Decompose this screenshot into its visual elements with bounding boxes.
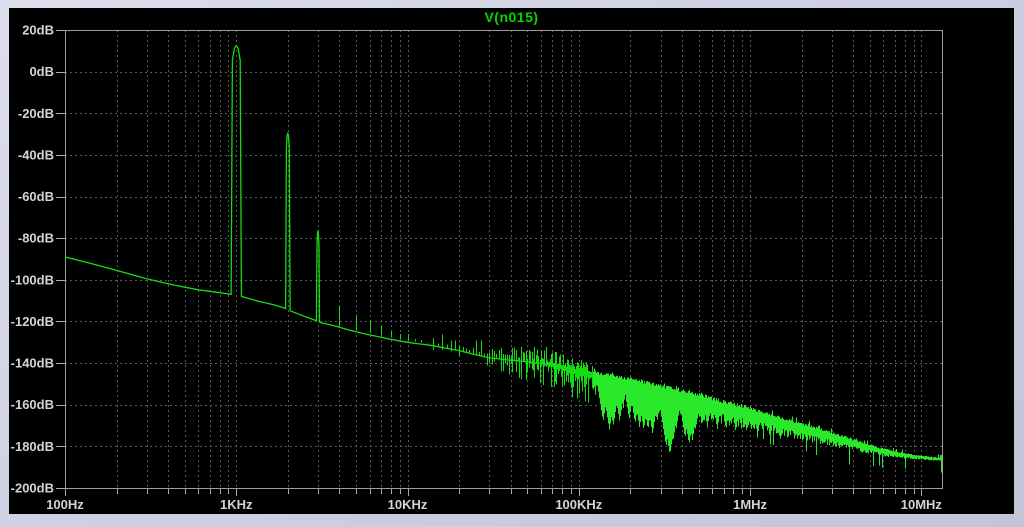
y-axis-tick-label: -20dB [18, 106, 54, 121]
x-axis-tick-label: 1MHz [733, 497, 767, 512]
y-axis-tick-label: -100dB [11, 272, 54, 287]
fft-trace [65, 44, 942, 473]
y-axis-tick-label: -80dB [18, 231, 54, 246]
fft-trace-noise-band [592, 368, 942, 473]
y-axis-tick-label: 0dB [29, 64, 54, 79]
grid-lines [65, 30, 942, 488]
fft-trace-line [65, 44, 596, 379]
y-axis-tick-label: -40dB [18, 147, 54, 162]
y-axis-tick-label: 20dB [22, 23, 54, 38]
fft-plot-svg: 20dB 0dB -20dB -40dB -60dB -80dB -100dB -120dB -… [11, 23, 943, 513]
y-axis-tick-label: -140dB [11, 356, 54, 371]
fft-trace-spikes [339, 305, 596, 403]
axis-labels: 20dB 0dB -20dB -40dB -60dB -80dB -100dB -120dB -… [11, 23, 943, 513]
x-axis-tick-label: 10MHz [901, 497, 943, 512]
x-axis-tick-label: 100KHz [555, 497, 602, 512]
y-axis-tick-label: -200dB [11, 481, 54, 496]
y-axis-tick-label: -160dB [11, 397, 54, 412]
x-axis-tick-label: 100Hz [46, 497, 84, 512]
plot-pane[interactable]: V(n015) 20dB 0dB -20dB -40dB -60dB -80dB -100d… [9, 8, 1014, 514]
y-axis-tick-label: -120dB [11, 314, 54, 329]
x-axis-tick-label: 10KHz [388, 497, 428, 512]
trace-label[interactable]: V(n015) [484, 9, 539, 25]
y-axis-tick-label: -60dB [18, 189, 54, 204]
x-axis-tick-label: 1KHz [220, 497, 253, 512]
plot-frame [65, 30, 943, 489]
y-axis-tick-label: -180dB [11, 439, 54, 454]
